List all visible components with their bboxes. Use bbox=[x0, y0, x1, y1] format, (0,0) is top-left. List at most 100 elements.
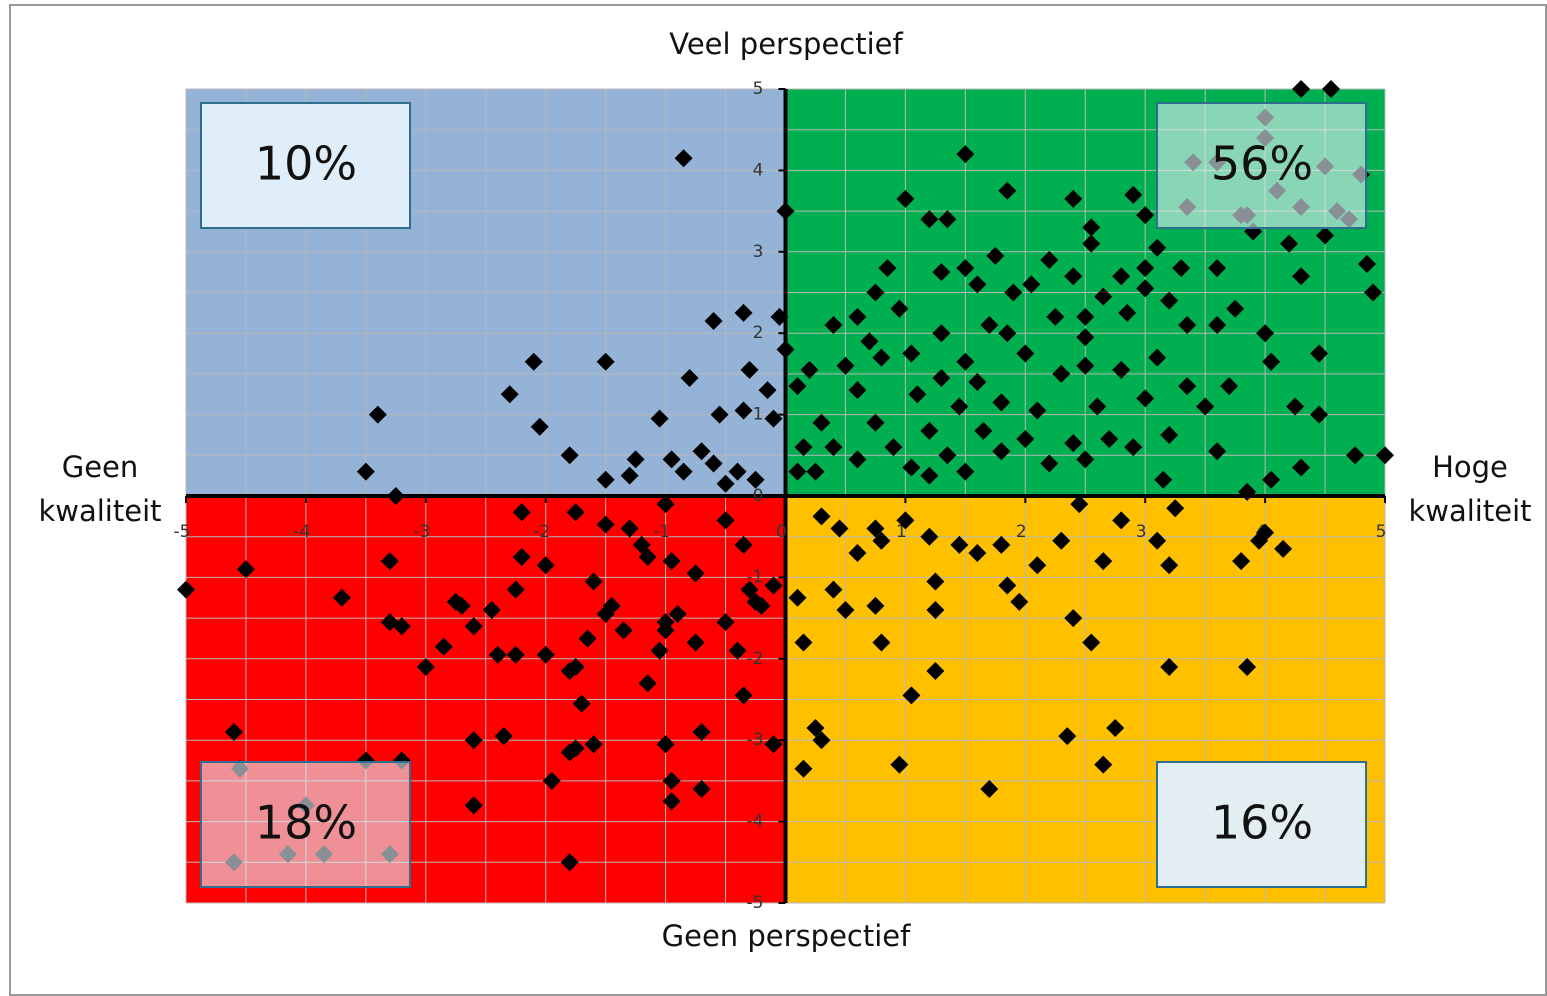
point bbox=[1082, 633, 1101, 652]
point bbox=[482, 600, 501, 619]
point bbox=[1010, 592, 1029, 611]
point bbox=[728, 641, 747, 660]
point bbox=[632, 535, 651, 554]
point bbox=[788, 377, 807, 396]
point bbox=[1178, 377, 1197, 396]
point bbox=[1028, 556, 1047, 575]
point bbox=[680, 368, 699, 387]
point bbox=[908, 385, 927, 404]
point bbox=[836, 356, 855, 375]
point bbox=[434, 637, 453, 656]
point bbox=[1208, 259, 1227, 278]
point bbox=[920, 421, 939, 440]
point bbox=[1088, 397, 1107, 416]
point bbox=[872, 531, 891, 550]
point bbox=[830, 519, 849, 538]
point bbox=[1262, 352, 1281, 371]
point bbox=[902, 344, 921, 363]
point bbox=[650, 641, 669, 660]
point bbox=[662, 792, 681, 811]
point bbox=[584, 572, 603, 591]
point bbox=[692, 442, 711, 461]
point bbox=[1040, 250, 1059, 269]
point bbox=[1160, 556, 1179, 575]
y-tick-label: -3 bbox=[747, 730, 764, 750]
point bbox=[1196, 397, 1215, 416]
point bbox=[1076, 450, 1095, 469]
point bbox=[1160, 291, 1179, 310]
point bbox=[956, 352, 975, 371]
point bbox=[860, 332, 879, 351]
quadrant-label: 56% bbox=[1211, 137, 1313, 191]
point bbox=[794, 633, 813, 652]
point bbox=[530, 417, 549, 436]
point bbox=[1364, 283, 1383, 302]
point bbox=[662, 450, 681, 469]
point bbox=[674, 149, 693, 168]
point bbox=[1094, 287, 1113, 306]
point bbox=[992, 393, 1011, 412]
point bbox=[386, 487, 405, 505]
point bbox=[1076, 356, 1095, 375]
point bbox=[806, 718, 825, 737]
point bbox=[596, 470, 615, 489]
point bbox=[704, 454, 723, 473]
point bbox=[560, 853, 579, 872]
point bbox=[656, 495, 675, 514]
point bbox=[1058, 727, 1077, 746]
point bbox=[1292, 80, 1311, 98]
point bbox=[1094, 755, 1113, 774]
point bbox=[1094, 552, 1113, 571]
point bbox=[998, 324, 1017, 343]
point bbox=[620, 519, 639, 538]
point bbox=[662, 771, 681, 790]
point bbox=[848, 543, 867, 562]
point bbox=[884, 438, 903, 457]
point bbox=[542, 771, 561, 790]
point bbox=[1256, 324, 1275, 343]
point bbox=[1112, 360, 1131, 379]
point bbox=[956, 145, 975, 164]
point bbox=[614, 621, 633, 640]
point bbox=[686, 564, 705, 583]
point bbox=[1166, 499, 1185, 518]
point bbox=[1070, 495, 1089, 514]
quadrant-box bbox=[1156, 102, 1367, 229]
point bbox=[926, 572, 945, 591]
point bbox=[584, 735, 603, 754]
point bbox=[464, 731, 483, 750]
point bbox=[596, 352, 615, 371]
point bbox=[494, 727, 513, 746]
y-tick-label: 2 bbox=[753, 323, 764, 343]
point bbox=[1238, 657, 1257, 676]
point bbox=[1016, 344, 1035, 363]
point bbox=[512, 548, 531, 567]
point bbox=[824, 580, 843, 599]
point bbox=[1256, 523, 1275, 542]
y-tick-label: 0 bbox=[753, 486, 764, 506]
point bbox=[926, 662, 945, 681]
point bbox=[1052, 531, 1071, 550]
right-label: kwaliteit bbox=[1408, 494, 1531, 528]
point bbox=[566, 739, 585, 758]
point bbox=[1220, 377, 1239, 396]
point bbox=[734, 401, 753, 420]
point bbox=[1160, 657, 1179, 676]
point bbox=[848, 450, 867, 469]
x-tick-label: 3 bbox=[1136, 522, 1147, 542]
point bbox=[812, 413, 831, 432]
left-label: Geen bbox=[62, 450, 139, 484]
point bbox=[506, 580, 525, 599]
point bbox=[716, 613, 735, 632]
point bbox=[1124, 185, 1143, 204]
y-tick-label: 5 bbox=[753, 79, 764, 99]
point bbox=[572, 694, 591, 713]
point bbox=[1280, 234, 1299, 253]
point bbox=[740, 360, 759, 379]
point bbox=[896, 189, 915, 208]
point bbox=[776, 202, 795, 221]
point bbox=[1064, 609, 1083, 628]
point bbox=[560, 446, 579, 465]
point bbox=[1106, 718, 1125, 737]
